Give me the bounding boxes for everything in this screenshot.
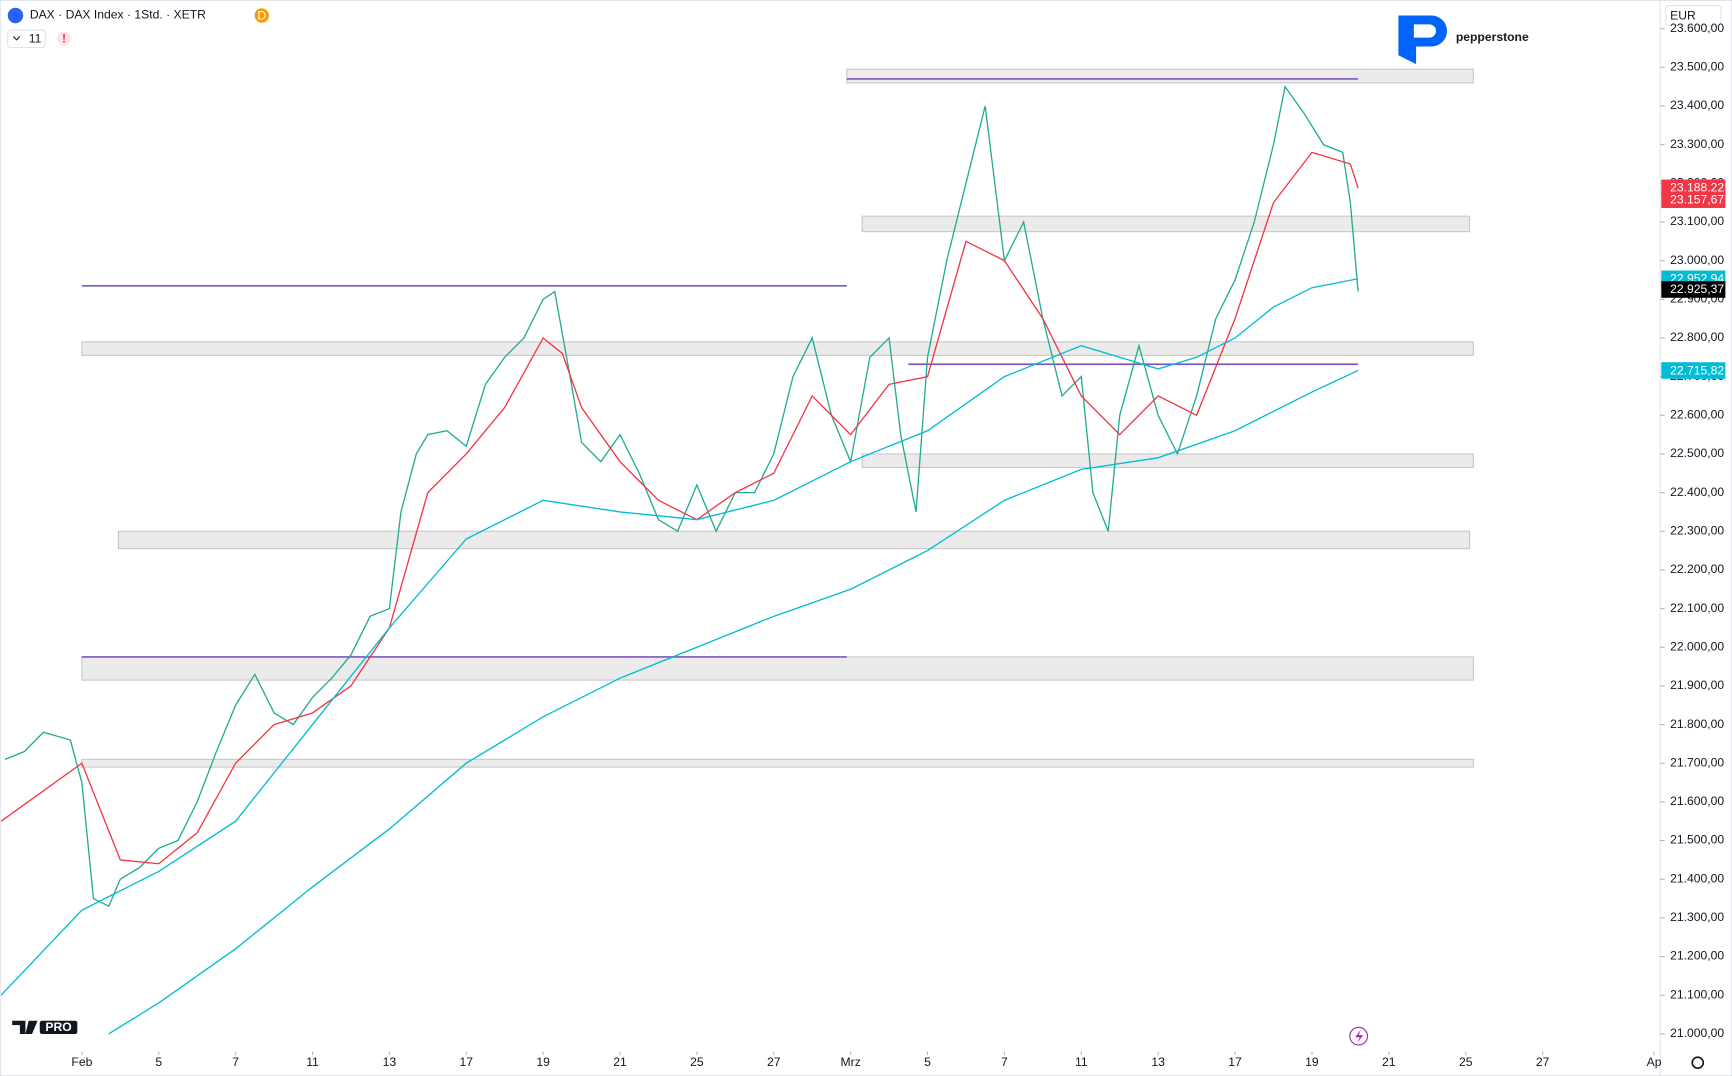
x-tick-label: 19 [536,1055,550,1069]
y-tick-label: 23.400,00 [1670,98,1724,112]
y-tick-label: 22.500,00 [1670,446,1724,460]
x-tick-label: Feb [71,1055,92,1069]
series-line [4,85,1359,908]
y-tick-label: 23.500,00 [1670,60,1724,74]
series-line [108,369,1359,1035]
pro-label: PRO [45,1020,71,1034]
x-tick-label: 25 [690,1055,704,1069]
brand-logo-inner [1413,24,1436,38]
y-tick-label: 22.800,00 [1670,330,1724,344]
symbol-title[interactable]: DAX · DAX Index · 1Std. · XETR [30,8,206,22]
y-tick-label: 22.000,00 [1670,639,1724,653]
y-tick-label: 22.400,00 [1670,485,1724,499]
alert-bg[interactable] [56,31,72,46]
y-tick-label: 21.100,00 [1670,987,1724,1001]
y-tick-label: 21.200,00 [1670,949,1724,963]
y-tick-label: 21.800,00 [1670,717,1724,731]
x-tick-label: 5 [924,1055,931,1069]
currency-button[interactable] [1665,5,1722,27]
x-tick-label: 21 [1382,1055,1396,1069]
y-tick-label: 22.200,00 [1670,562,1724,576]
x-tick-label: 7 [232,1055,239,1069]
badge-bg [254,8,269,23]
x-tick-label: 5 [155,1055,162,1069]
x-tick-label: Ap [1647,1055,1662,1069]
y-tick-label: 21.600,00 [1670,794,1724,808]
y-tick-label: 22.100,00 [1670,601,1724,615]
x-tick-label: Mrz [841,1055,861,1069]
y-tick-label: 23.000,00 [1670,253,1724,267]
alert: ! [62,31,66,45]
zone [81,656,1474,681]
chevron [12,36,21,41]
y-tick-label: 22.300,00 [1670,523,1724,537]
x-tick-label: 13 [383,1055,397,1069]
x-tick-label: 27 [767,1055,781,1069]
y-tick-label: 21.500,00 [1670,833,1724,847]
series-line [0,278,1359,996]
x-tick-label: 13 [1151,1055,1165,1069]
price-label: 23.157,67 [1670,192,1724,206]
zone [861,215,1471,233]
y-tick-label: 21.400,00 [1670,871,1724,885]
indicators-button[interactable] [7,29,46,49]
x-tick-label: 7 [1001,1055,1008,1069]
badge: D [257,8,266,22]
x-tick-label: 17 [1228,1055,1242,1069]
zone [81,758,1474,768]
x-tick-label: 25 [1459,1055,1473,1069]
price-label: 23.188,22 [1670,181,1724,195]
brand-name: pepperstone [1456,30,1529,44]
y-tick-label: 21.000,00 [1670,1026,1724,1040]
x-tick-label: 27 [1536,1055,1550,1069]
price-label: 22.925,37 [1670,282,1724,296]
y-tick-label: 23.600,00 [1670,21,1724,35]
y-tick-label: 21.900,00 [1670,678,1724,692]
y-tick-label: 22.600,00 [1670,407,1724,421]
zone [861,453,1474,469]
tv-logo [12,1020,38,1034]
zone [846,68,1474,84]
price-label-box [1661,362,1726,379]
currency: EUR [1670,8,1696,22]
pro-badge [39,1020,78,1034]
lightning-icon[interactable] [1349,1026,1369,1046]
settings-icon[interactable] [1691,1056,1705,1070]
price-label-box [1661,191,1726,208]
x-tick-label: 17 [460,1055,474,1069]
zone [81,341,1474,356]
y-tick-label: 23.100,00 [1670,214,1724,228]
x-tick-label: 11 [306,1055,319,1069]
x-tick-label: 21 [613,1055,627,1069]
y-tick-label: 23.300,00 [1670,137,1724,151]
x-tick-label: 19 [1305,1055,1319,1069]
plot-area [0,68,1474,1035]
price-label: 22.715,82 [1670,363,1724,377]
x-tick-label: 11 [1075,1055,1088,1069]
lightning [1355,1029,1364,1043]
symbol-icon [7,7,24,24]
y-tick-label: 21.300,00 [1670,910,1724,924]
zone [117,530,1471,550]
y-tick-label: 21.700,00 [1670,755,1724,769]
indicator-count: 11 [29,31,42,45]
price-label-box [1661,281,1726,298]
